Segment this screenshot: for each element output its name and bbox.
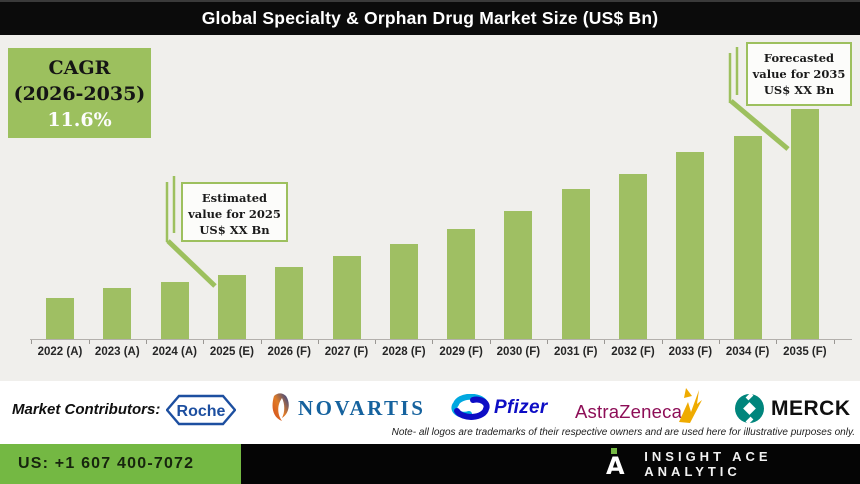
bar [389,244,418,339]
merck-circle-icon [735,393,764,424]
bar [103,288,132,339]
bar [561,189,590,339]
x-axis-label: 2031 (F) [553,346,598,358]
merck-logo: MERCK [734,393,851,424]
astrazeneca-wordmark: AstraZeneca [575,401,683,422]
x-axis-label: 2034 (F) [725,346,770,358]
forecasted-line2: value for 2035 [752,67,846,81]
footer-bar: US: +1 607 400-7072 A INSIGHT ACE ANALYT… [0,444,860,484]
axis-tick [88,340,90,344]
x-axis-line [30,339,852,340]
bar [790,109,819,339]
merck-wordmark: MERCK [771,396,851,420]
bar [447,229,476,339]
x-axis-label: 2026 (F) [267,346,311,358]
x-axis-label: 2023 (A) [94,346,140,358]
novartis-flame-icon [272,393,289,421]
cagr-period: (2026-2035) [13,83,146,105]
chart-section: 2022 (A) 2023 (A) 2024 (A) 2025 (E) 2026 (F)… [0,35,860,381]
bar [504,211,533,339]
axis-tick [604,340,606,344]
axis-tick [260,340,262,344]
estimated-line1: Estimated [201,191,268,205]
estimated-line2: value for 2025 [188,207,281,221]
axis-tick [317,340,319,344]
estimated-value-callout: Estimated value for 2025 US$ XX Bn [181,182,288,242]
bar [160,282,189,339]
bar [733,136,762,339]
bar [275,267,304,339]
bar [217,275,246,339]
axis-tick [661,340,663,344]
x-axis-label: 2032 (F) [611,346,655,358]
logo-green-dot [611,448,617,454]
axis-tick [489,340,491,344]
x-axis-label: 2025 (E) [209,346,254,358]
pfizer-logo: Pfizer [451,394,548,421]
x-axis-label: 2030 (F) [496,346,541,358]
x-axis-label: 2024 (A) [152,346,197,358]
bar [676,152,705,339]
title-bar: Global Specialty & Orphan Drug Market Si… [0,0,860,35]
axis-tick [375,340,377,344]
phone-number: US: +1 607 400-7072 [18,455,195,472]
x-axis-label: 2022 (A) [37,346,83,358]
page-title: Global Specialty & Orphan Drug Market Si… [201,8,659,28]
insight-ace-logo-icon: A [606,446,630,482]
cagr-callout: CAGR (2026-2035) 11.6% [8,48,151,138]
axis-tick [833,340,835,344]
insight-ace-brand: A INSIGHT ACE ANALYTIC [606,444,860,484]
forecasted-value-callout: Forecasted value for 2035 US$ XX Bn [746,42,852,106]
x-axis-label: 2027 (F) [324,346,369,358]
x-axis-label: 2035 (F) [783,346,827,358]
market-contributors-label: Market Contributors: [12,401,161,418]
axis-tick [718,340,720,344]
x-axis-label: 2028 (F) [382,346,426,358]
footer-phone-block: US: +1 607 400-7072 [0,444,241,484]
axis-tick [776,340,778,344]
novartis-wordmark: NOVARTIS [298,395,426,420]
astrazeneca-logo: AstraZeneca [575,386,703,428]
bar [332,256,361,339]
trademark-note: Note- all logos are trademarks of their … [391,427,855,438]
logo-a-glyph: A [606,452,625,480]
forecasted-line1: Forecasted [763,51,835,65]
roche-logo: Roche [166,393,236,427]
x-axis-label: 2029 (F) [439,346,483,358]
bar [46,298,74,339]
contributors-strip: Market Contributors: Roche NOVARTIS [0,381,860,444]
brand-name: INSIGHT ACE ANALYTIC [644,449,772,479]
axis-tick [31,340,33,344]
svg-text:Roche: Roche [177,403,226,420]
cagr-value: 11.6% [47,109,112,131]
plot-area: 2022 (A) 2023 (A) 2024 (A) 2025 (E) 2026 (F)… [0,35,860,381]
pfizer-wordmark: Pfizer [494,396,548,418]
axis-tick [547,340,549,344]
novartis-logo: NOVARTIS [270,393,425,423]
cagr-label: CAGR [48,57,111,79]
axis-tick [203,340,205,344]
astrazeneca-ribbon-icon [679,388,702,423]
axis-tick [145,340,147,344]
x-axis-label: 2033 (F) [668,346,713,358]
roche-hexagon-icon: Roche [166,394,236,426]
axis-tick [432,340,434,344]
bar [619,174,647,339]
pfizer-swirl-icon [451,394,490,420]
forecasted-line3: US$ XX Bn [763,83,835,97]
estimated-line3: US$ XX Bn [199,223,270,237]
